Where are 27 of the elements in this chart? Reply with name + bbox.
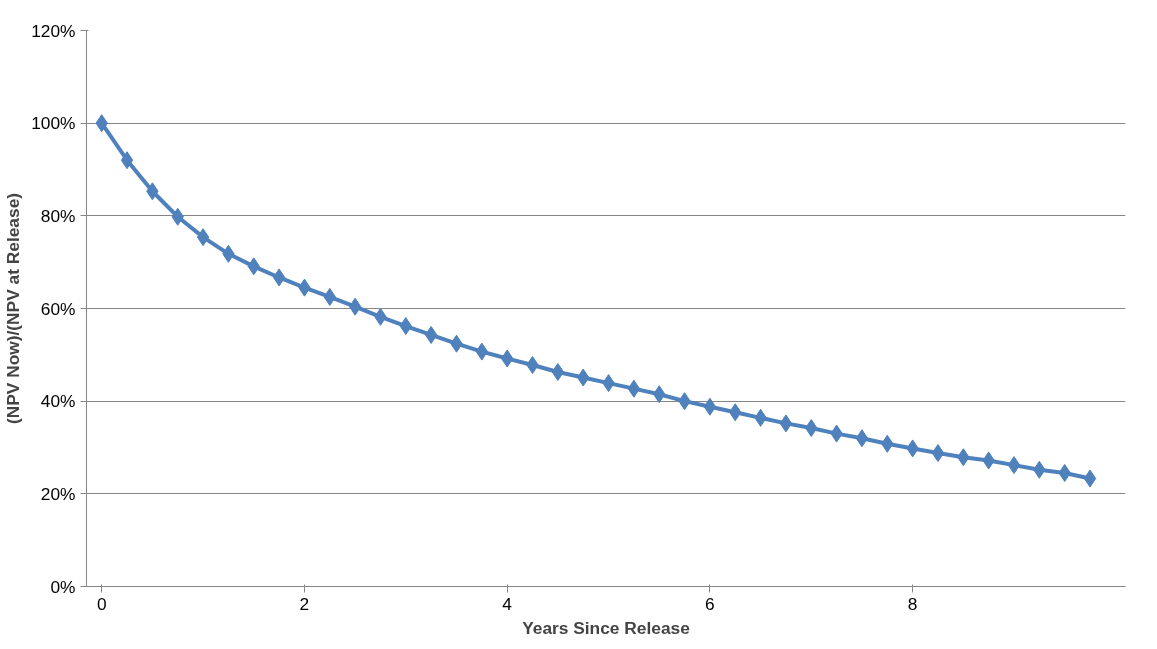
- y-tick-label: 40%: [40, 391, 76, 412]
- point: [120, 151, 134, 170]
- point: [1007, 456, 1021, 475]
- point: [551, 362, 565, 381]
- point: [931, 444, 945, 463]
- point: [424, 325, 438, 344]
- x-axis-title: Years Since Release: [522, 617, 691, 638]
- point: [627, 379, 641, 398]
- x-tick-label: 8: [907, 593, 918, 614]
- y-tick-label: 60%: [40, 298, 76, 319]
- point: [703, 397, 717, 416]
- x-tick-label: 4: [502, 593, 513, 614]
- x-tick-label: 2: [299, 593, 310, 614]
- point: [1083, 469, 1097, 488]
- y-tick-label: 20%: [40, 483, 76, 504]
- y-tick-label: 120%: [31, 20, 76, 41]
- point: [855, 429, 869, 448]
- y-axis-title: (NPV Now)/(NPV at Release): [3, 192, 24, 425]
- y-tick-label: 100%: [31, 113, 76, 134]
- point: [348, 297, 362, 316]
- x-tick-label: 0: [96, 593, 107, 614]
- x-tick-label: 6: [705, 593, 715, 614]
- point: [272, 268, 286, 287]
- point: [196, 228, 210, 247]
- y-tick-label: 80%: [40, 205, 76, 226]
- point: [779, 414, 793, 433]
- y-tick-label: 0%: [50, 576, 76, 597]
